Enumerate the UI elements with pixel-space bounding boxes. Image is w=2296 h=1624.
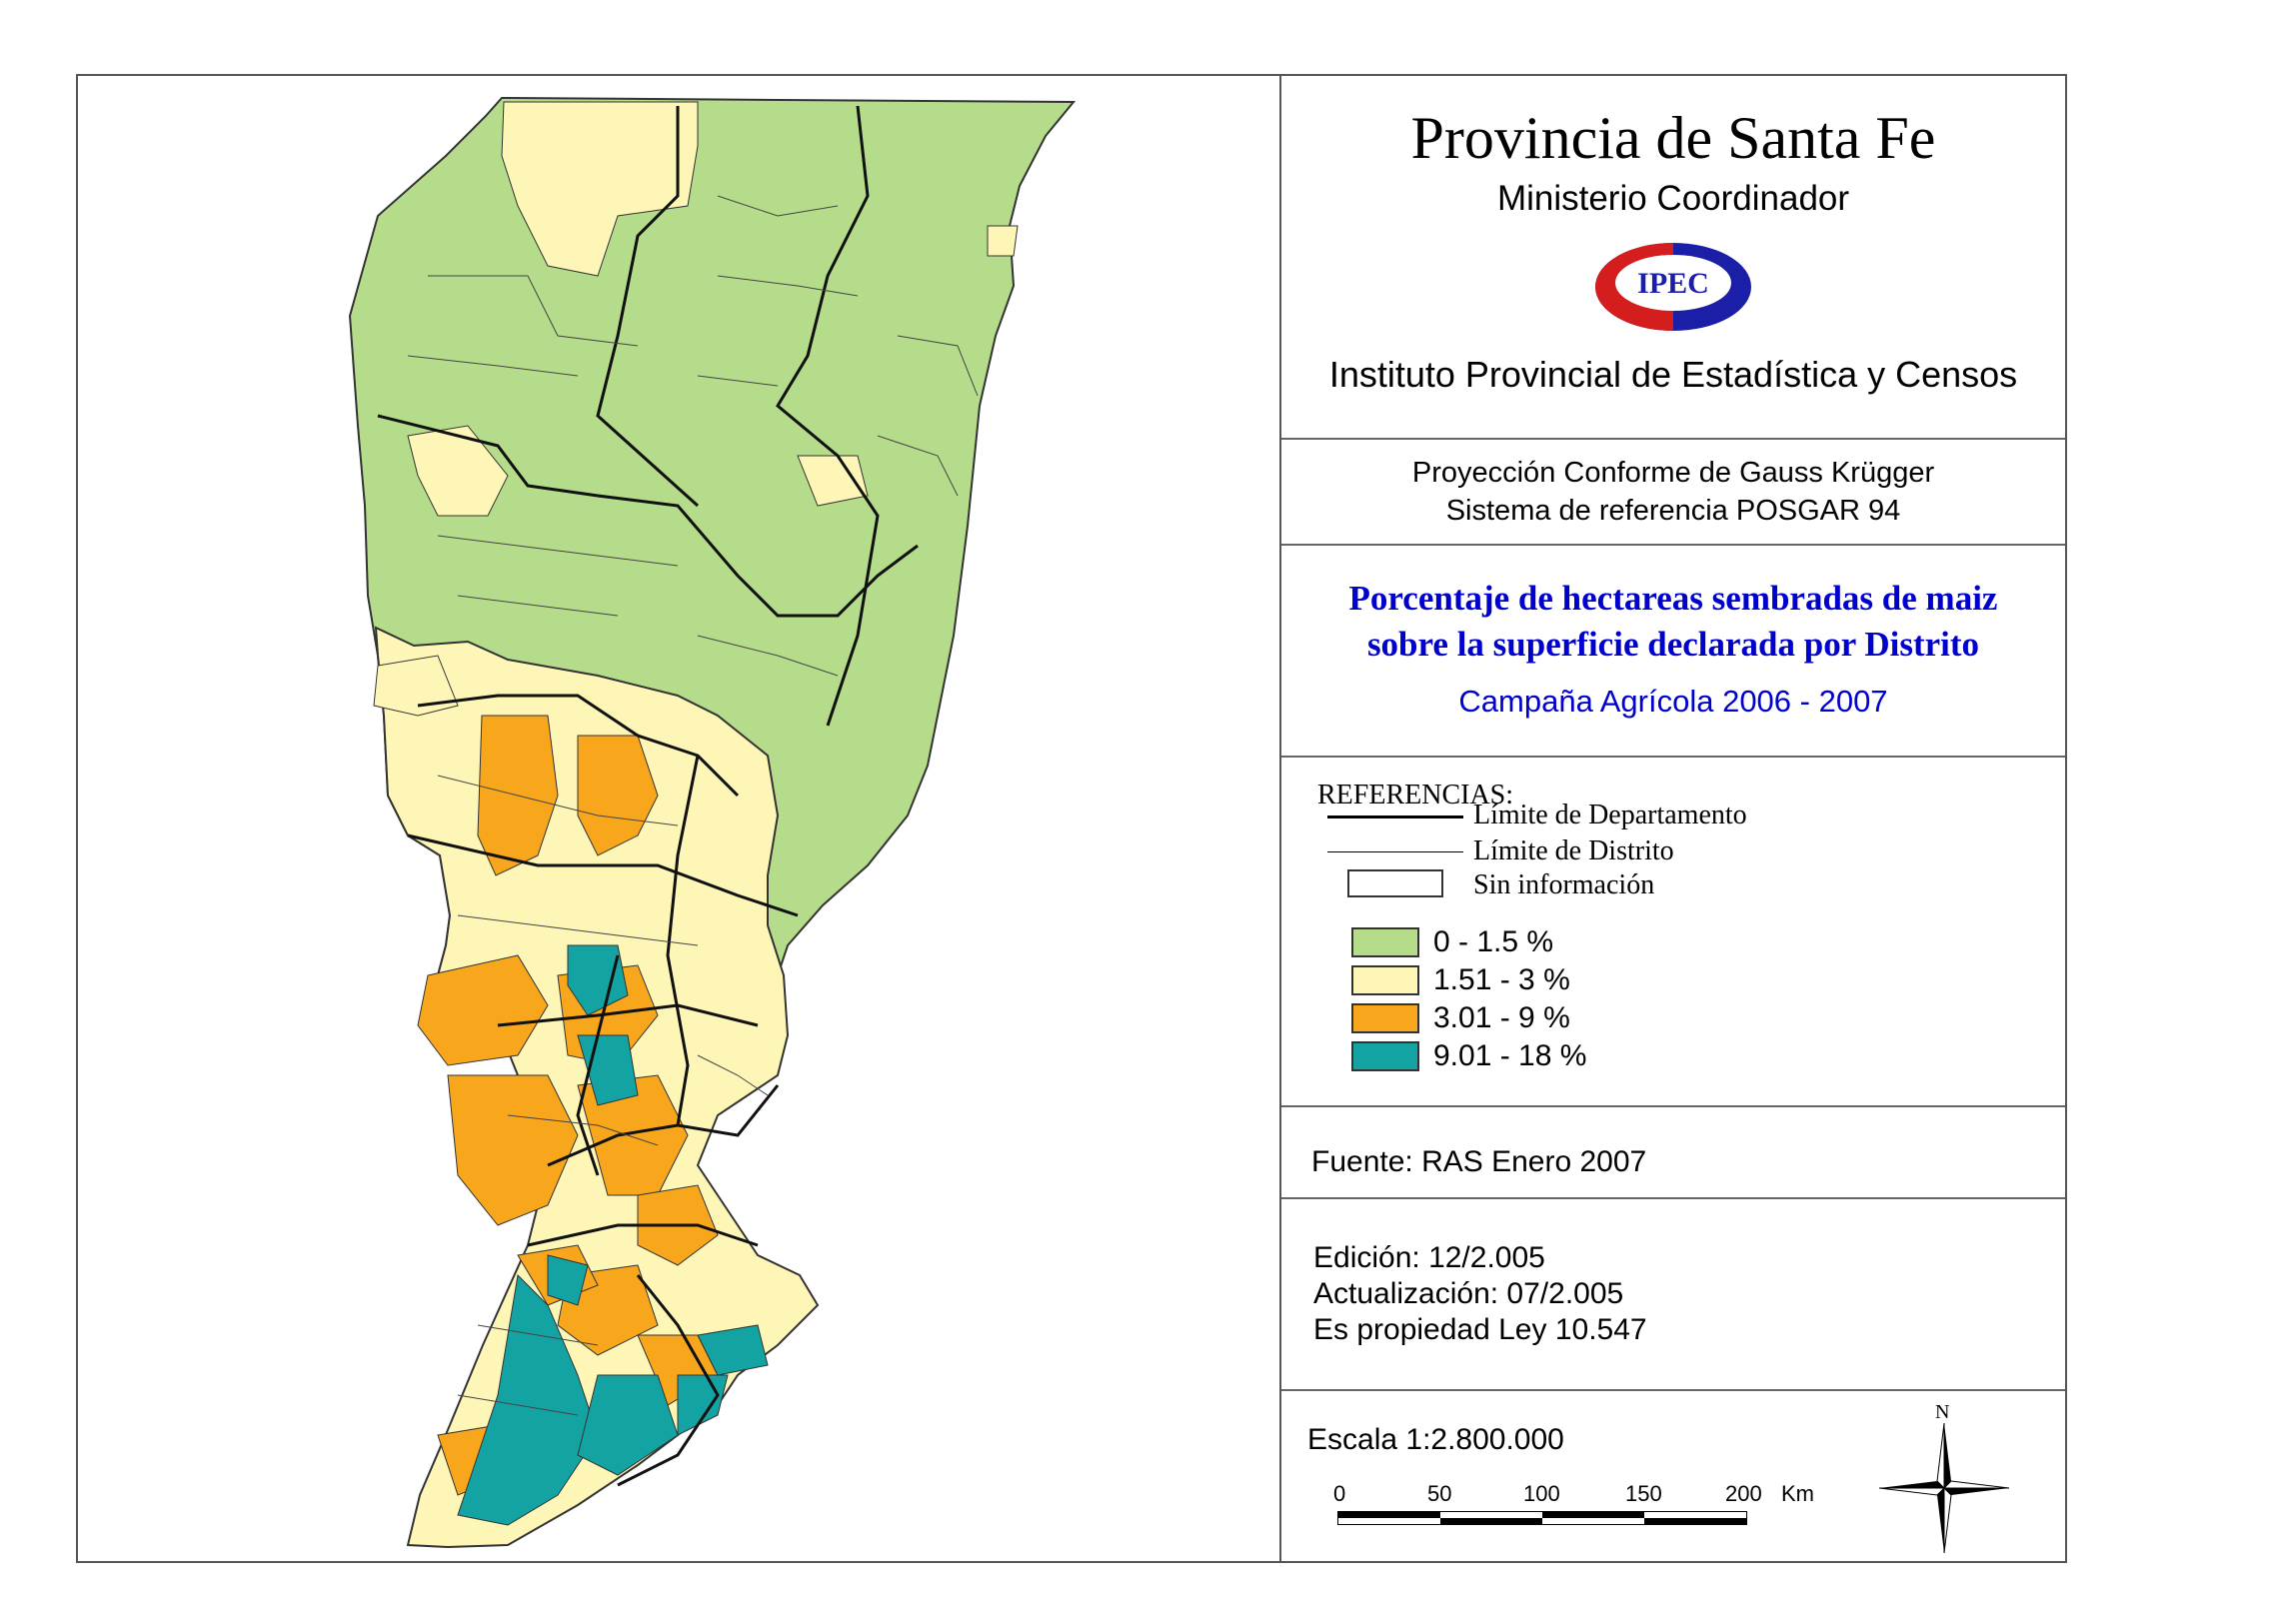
teal-patch-3 [457,1273,599,1526]
source-label: Fuente: RAS Enero 2007 [1311,1145,1647,1178]
projection-line: Proyección Conforme de Gauss Krügger [1411,457,1935,489]
district-limit-label: Límite de Distrito [1473,835,1674,866]
map-title-section: Porcentaje de hectareas sembradas de mai… [1281,546,2065,758]
references-section: REFERENCIAS: Límite de Departamento Lími… [1281,758,2065,1107]
orange-patch-3 [447,1074,579,1226]
province-map [348,96,1077,1549]
dept-boundary-6 [497,1003,759,1027]
teal-patch-7 [547,1254,589,1306]
scale-label: Escala 1:2.800.000 [1307,1423,1564,1456]
legend-label-orange: 3.01 - 9 % [1433,1001,1570,1034]
legend-swatch-orange [1351,1003,1419,1033]
north-arrow-icon [1879,1423,2009,1553]
institute-name: Instituto Provincial de Estadística y Ce… [1328,354,2018,395]
scale-tick-0: 0 [1333,1481,1346,1506]
source-section: Fuente: RAS Enero 2007 [1281,1107,2065,1199]
projection-section: Proyección Conforme de Gauss Krügger Sis… [1281,440,2065,546]
references-heading: REFERENCIAS: [1317,780,1514,811]
legend-label-teal: 9.01 - 18 % [1433,1039,1587,1072]
district-limit-line [1327,851,1463,852]
scale-tick-200: 200 [1725,1481,1762,1506]
yellow-patch-north-5 [373,655,459,717]
legend-label-yellow: 1.51 - 3 % [1433,963,1570,996]
dept-limit-line [1327,815,1463,818]
dept-boundary-4 [417,694,740,798]
district-lines [407,195,979,1416]
dept-boundary-3 [776,105,880,727]
ipec-logo: IPEC [1595,243,1751,331]
yellow-patch-north-4 [987,225,1019,257]
dept-limit-label: Límite de Departamento [1473,800,1747,830]
dept-boundary-10 [666,755,700,1126]
orange-patch-4 [577,1074,689,1196]
yellow-patch-north-2 [407,425,509,517]
scale-section: Escala 1:2.800.000 0 50 100 150 200 Km N [1281,1391,2065,1561]
scale-tick-100: 100 [1523,1481,1560,1506]
dept-boundary-8 [527,1223,759,1247]
header-section: Provincia de Santa Fe Ministerio Coordin… [1281,76,2065,440]
teal-patch-4 [577,1374,679,1476]
teal-patch-6 [697,1324,769,1376]
north-label: N [1935,1401,1950,1423]
legend-swatch-teal [1351,1041,1419,1071]
scale-tick-150: 150 [1625,1481,1662,1506]
edition-label: Edición: 12/2.005 [1313,1241,1545,1274]
dept-boundary-5 [407,833,799,917]
logo-text: IPEC [1637,267,1709,300]
no-info-label: Sin información [1473,869,1655,900]
property-label: Es propiedad Ley 10.547 [1313,1313,1647,1346]
legend-swatch-yellow [1351,965,1419,995]
no-info-swatch [1347,869,1443,897]
legend-panel: Provincia de Santa Fe Ministerio Coordin… [1281,76,2065,1561]
map-title-line-1: Porcentaje de hectareas sembradas de mai… [1348,579,1998,618]
map-frame: Provincia de Santa Fe Ministerio Coordin… [76,74,2067,1563]
dept-boundary-11 [617,1274,720,1487]
reference-system-line: Sistema de referencia POSGAR 94 [1445,495,1901,527]
dept-boundary-9 [576,954,620,1176]
map-heading: Provincia de Santa Fe [1410,105,1936,171]
legend-swatch-green [1351,927,1419,957]
yellow-patch-north-1 [501,101,699,277]
edition-section: Edición: 12/2.005 Actualización: 07/2.00… [1281,1199,2065,1391]
map-panel [78,76,1281,1561]
map-title-line-2: sobre la superficie declarada por Distri… [1366,625,1980,664]
dept-boundary-2 [596,106,700,508]
scale-unit: Km [1781,1481,1814,1506]
scale-bar [1337,1511,1747,1525]
dept-boundary-1 [377,414,919,618]
ministry-label: Ministerio Coordinador [1496,179,1850,218]
orange-patch-1 [417,954,549,1066]
teal-patch-1 [567,944,629,1016]
legend-label-green: 0 - 1.5 % [1433,925,1554,958]
scale-tick-50: 50 [1427,1481,1452,1506]
teal-patch-5 [677,1374,729,1436]
update-label: Actualización: 07/2.005 [1313,1277,1624,1310]
campaign-label: Campaña Agrícola 2006 - 2007 [1458,684,1888,719]
